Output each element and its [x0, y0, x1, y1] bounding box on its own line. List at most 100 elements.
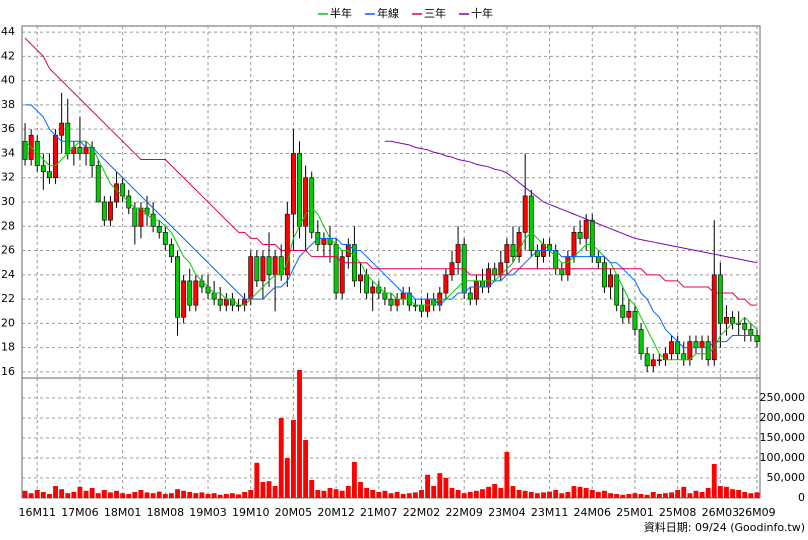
candle-body	[656, 359, 662, 362]
candle-body	[699, 341, 705, 348]
candle-body	[705, 341, 711, 361]
volume-bar	[309, 480, 315, 498]
candle-body	[693, 341, 699, 348]
candle-body	[571, 232, 577, 257]
y-tick-label: 42	[1, 49, 15, 62]
volume-bar	[736, 490, 742, 498]
volume-bar	[229, 493, 235, 498]
volume-bar	[431, 486, 437, 498]
volume-bar	[412, 492, 418, 498]
volume-bar	[559, 493, 565, 498]
candle-body	[443, 274, 449, 294]
volume-bar	[473, 490, 479, 498]
candle-body	[83, 147, 89, 154]
volume-bar	[297, 370, 302, 498]
volume-bar	[687, 493, 693, 498]
y-tick-label: 40	[1, 74, 15, 87]
volume-bar	[303, 440, 309, 498]
volume-bar	[71, 492, 77, 498]
volume-bar	[40, 492, 46, 498]
candle-body	[260, 256, 266, 282]
volume-bar	[705, 488, 711, 498]
ma-line	[384, 140, 758, 264]
x-tick-label: 18M08	[147, 506, 185, 519]
y-tick-label: 26	[1, 244, 15, 257]
volume-bar	[254, 462, 260, 498]
volume-bar	[59, 489, 65, 498]
x-tick-label: 25M01	[616, 506, 654, 519]
candle-body	[608, 274, 614, 288]
candle-body	[333, 244, 339, 294]
volume-bar	[425, 474, 431, 498]
candle-body	[650, 359, 656, 367]
candle-body	[467, 292, 473, 300]
candle-body	[516, 232, 522, 257]
volume-bar	[730, 489, 735, 498]
candle-body	[626, 310, 632, 318]
volume-bar	[248, 490, 254, 498]
volume-bar	[638, 494, 644, 498]
volume-bar	[467, 492, 473, 498]
volume-bar	[266, 481, 272, 498]
candle-body	[486, 268, 492, 288]
volume-bar	[724, 486, 729, 498]
candle-body	[559, 268, 565, 276]
candle-body	[742, 323, 748, 330]
volume-bar	[522, 490, 528, 498]
candle-body	[321, 238, 327, 245]
candle-body	[266, 256, 272, 276]
volume-bar	[449, 488, 455, 498]
volume-bar	[620, 494, 626, 498]
volume-bar	[602, 490, 607, 498]
volume-bar	[437, 473, 443, 498]
volume-bar	[516, 490, 522, 498]
volume-bar	[358, 482, 363, 498]
volume-bar	[492, 484, 498, 498]
volume-bar	[162, 494, 168, 498]
x-tick-label: 21M07	[360, 506, 398, 519]
y-tick-label: 20	[1, 316, 15, 329]
volume-bar	[675, 490, 681, 498]
candle-body	[455, 244, 461, 263]
y-tick-label: 150,000	[760, 431, 806, 444]
volume-bar	[205, 494, 211, 498]
volume-bar	[34, 490, 40, 498]
volume-bar	[95, 493, 101, 498]
volume-bar	[132, 492, 138, 498]
volume-bar	[699, 492, 705, 498]
candle-body	[22, 141, 28, 160]
volume-bar	[77, 486, 83, 498]
volume-bar	[22, 490, 28, 498]
volume-bar	[382, 490, 388, 498]
x-tick-label: 18M01	[104, 506, 142, 519]
x-tick-label: 17M06	[61, 506, 99, 519]
x-tick-label: 19M10	[232, 506, 270, 519]
volume-bar	[589, 490, 595, 498]
candle-body	[583, 219, 589, 239]
candle-body	[370, 286, 376, 294]
candle-body	[138, 207, 144, 227]
y-tick-label: 30	[1, 195, 15, 208]
volume-bar	[480, 489, 485, 498]
volume-bar	[236, 494, 241, 498]
legend-label: 十年	[471, 6, 493, 20]
candle-body	[614, 274, 620, 306]
candle-body	[59, 122, 65, 136]
x-tick-label: 26M03	[702, 506, 740, 519]
candle-body	[644, 353, 650, 367]
volume-bar	[443, 478, 449, 498]
volume-bar	[498, 488, 504, 498]
ma-line	[24, 37, 757, 306]
candle-body	[724, 317, 729, 324]
x-tick-label: 20M12	[317, 506, 355, 519]
candle-body	[400, 292, 406, 300]
candle-body	[65, 122, 71, 154]
candle-body	[492, 268, 498, 276]
y-tick-label: 100,000	[760, 451, 806, 464]
volume-bar	[114, 490, 119, 498]
y-tick-label: 34	[1, 146, 15, 159]
x-tick-label: 23M04	[488, 506, 526, 519]
volume-bar	[547, 491, 553, 498]
y-tick-label: 36	[1, 122, 15, 135]
candle-body	[108, 201, 113, 221]
